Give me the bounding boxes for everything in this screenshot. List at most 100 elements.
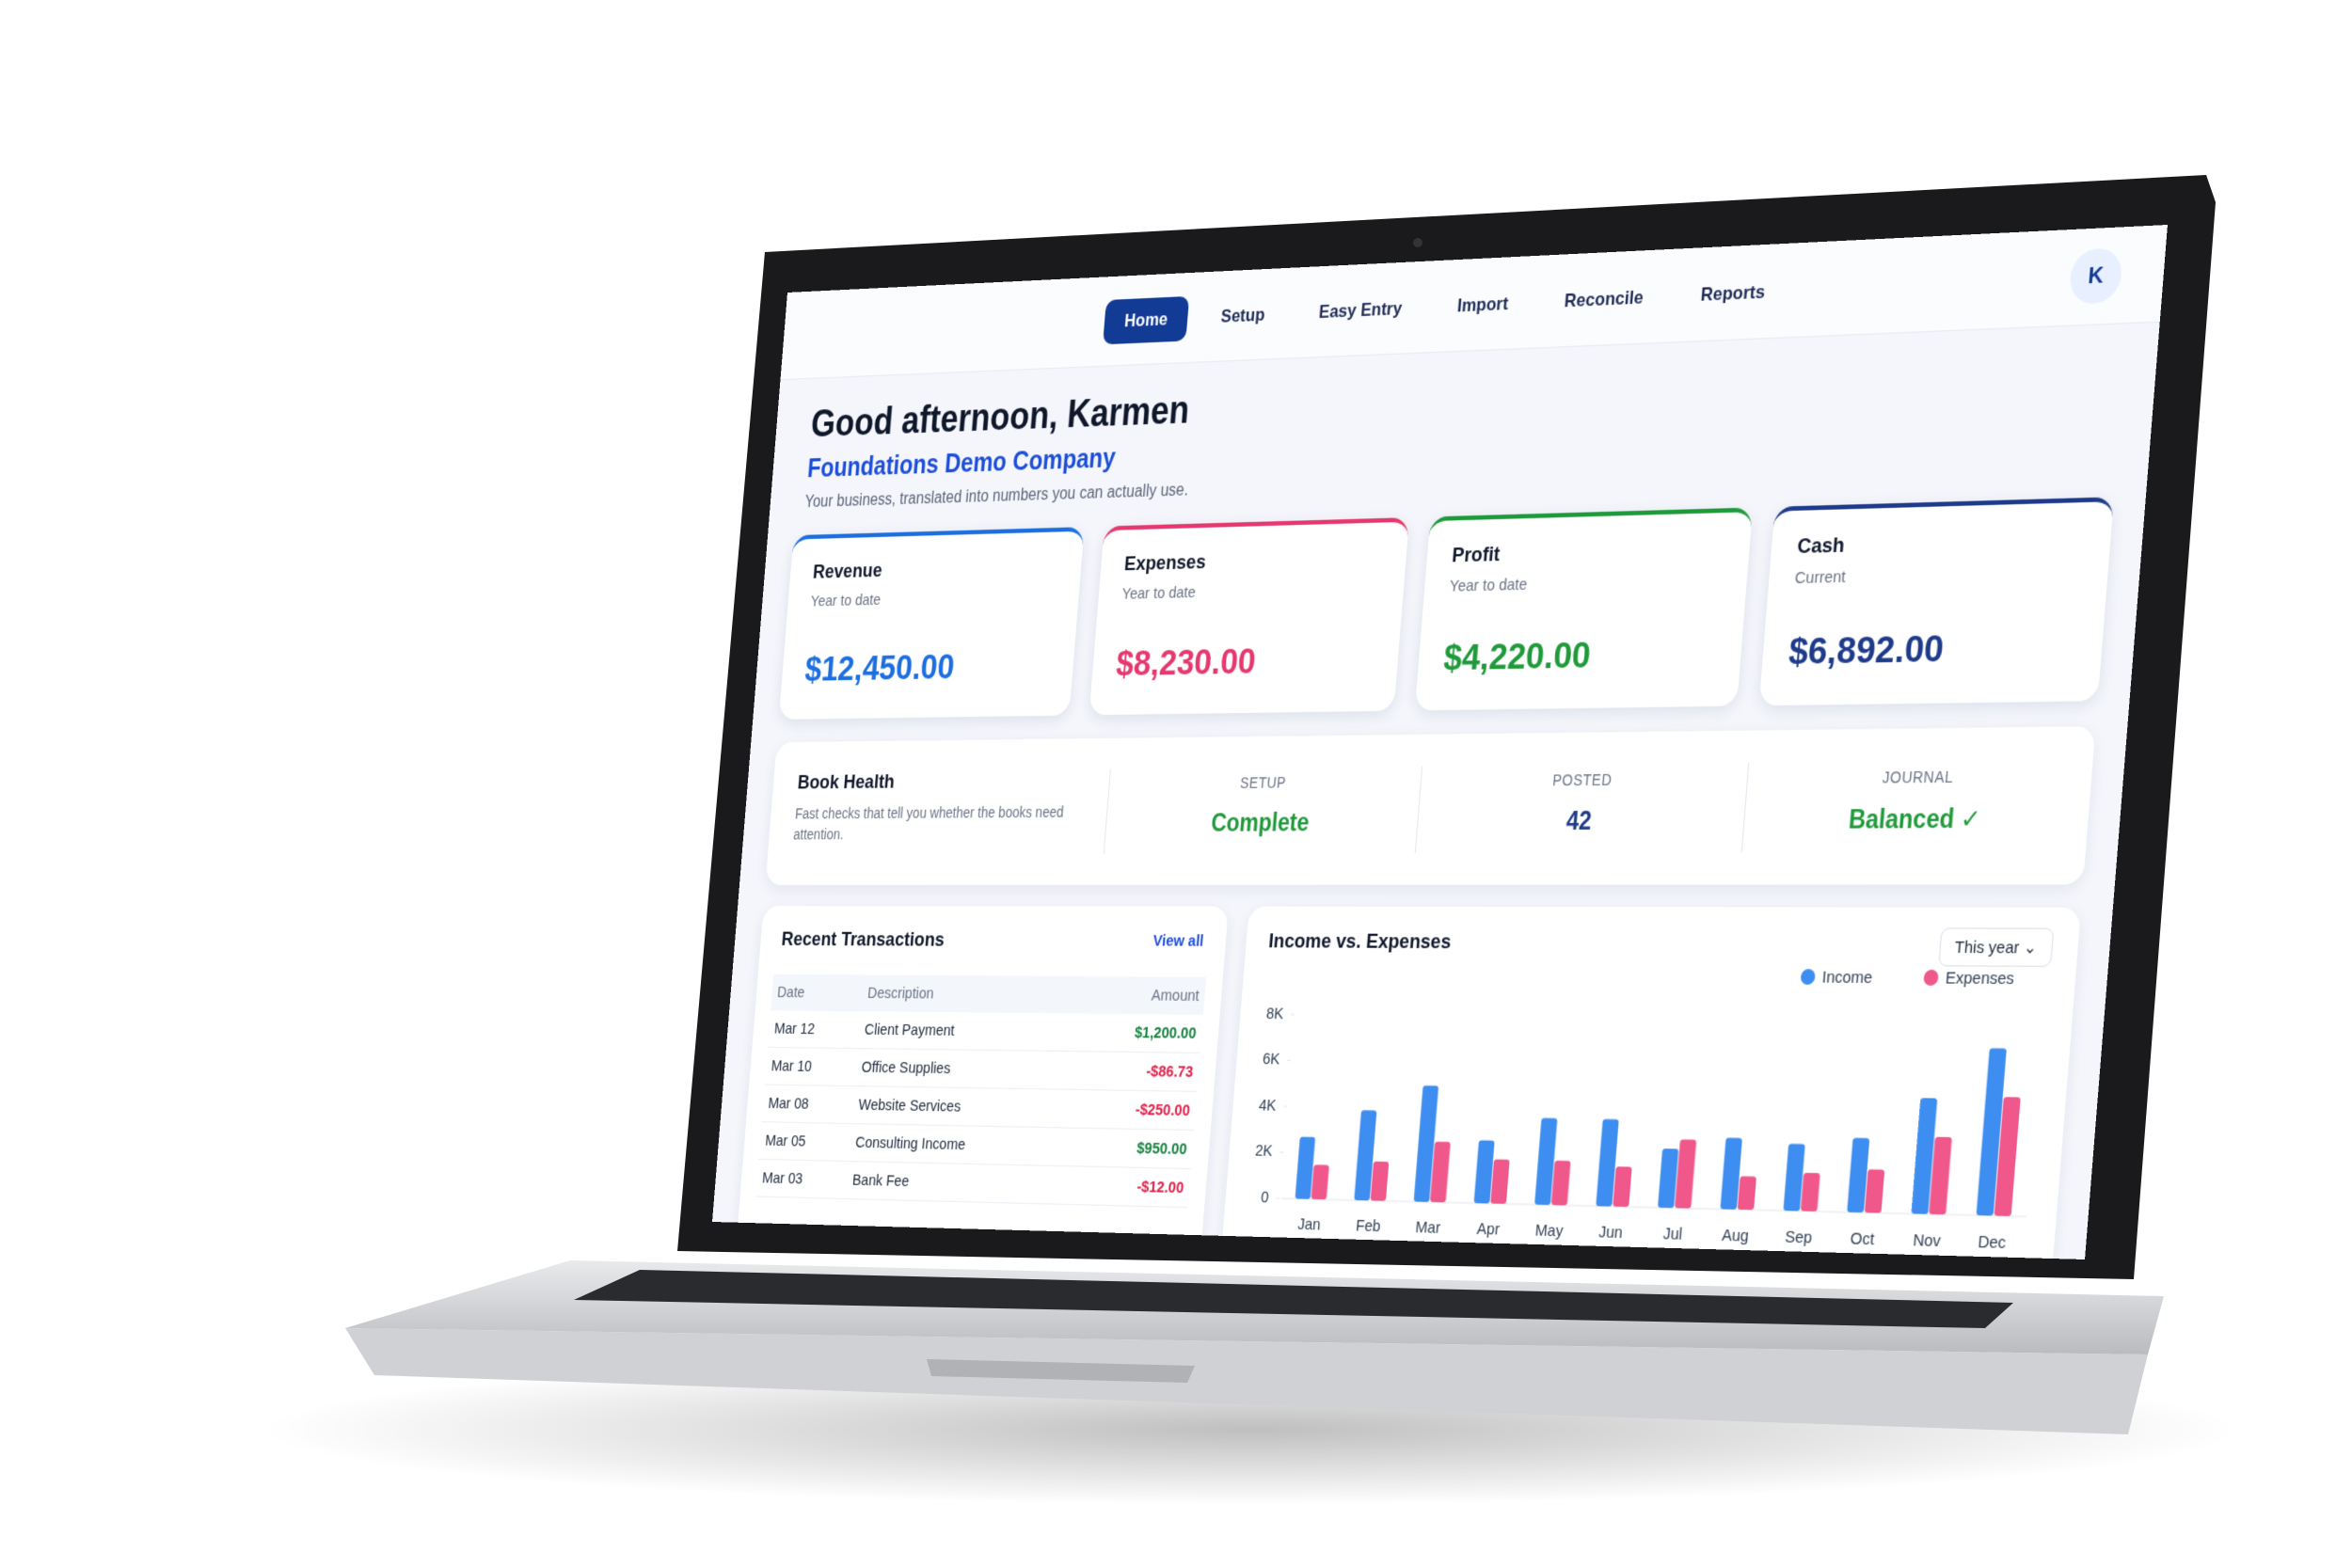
legend-marker — [1800, 969, 1816, 985]
notch — [927, 1359, 1195, 1383]
card-value: $4,220.00 — [1441, 634, 1593, 679]
company: Foundations Demo Company — [806, 443, 1117, 483]
view-all[interactable]: View all — [1152, 931, 1205, 951]
legend-marker — [1923, 969, 1939, 986]
health-intro: Book Health Fast checks that tell you wh… — [767, 768, 1111, 856]
greeting: Good afternoon, Karmen — [809, 387, 1192, 446]
x-tick-label: Jan — [1297, 1216, 1322, 1234]
x-tick-label: Feb — [1355, 1217, 1381, 1235]
cell: Mar 12 — [767, 1010, 862, 1049]
y-tick-label: 6K — [1262, 1052, 1280, 1069]
card-subtitle: Year to date — [1120, 583, 1197, 604]
stat-label: SETUP — [1239, 773, 1287, 792]
nav-item[interactable]: Reports — [1699, 280, 1766, 306]
chart: 0 2K 4K 6K 8K Income Expenses Jan Feb Mar Apr May Ju… — [1254, 969, 2076, 1253]
x-tick-label: Aug — [1721, 1227, 1749, 1245]
stat-label: JOURNAL — [1882, 768, 1955, 787]
x-tick-label: Apr — [1476, 1221, 1501, 1240]
bar — [1864, 1169, 1885, 1213]
nav-item[interactable]: Setup — [1220, 304, 1266, 327]
cell: Client Payment — [857, 1011, 1076, 1052]
keyboard — [574, 1270, 2013, 1328]
card-subtitle: Year to date — [1449, 575, 1529, 596]
transactions-title: Recent Transactions — [780, 928, 946, 952]
base-front — [345, 1328, 2148, 1434]
column-header: Amount — [1075, 975, 1207, 1015]
x-tick-label: Sep — [1784, 1228, 1812, 1247]
cell: -$86.73 — [1069, 1051, 1200, 1092]
card-subtitle: Year to date — [809, 591, 882, 610]
x-tick-label: Mar — [1415, 1219, 1441, 1238]
card-title: Expenses — [1123, 550, 1207, 576]
health-stat: SETUP Complete — [1104, 766, 1422, 855]
cell: Consulting Income — [849, 1123, 1067, 1166]
card-title: Revenue — [812, 560, 883, 584]
legend-label: Income — [1821, 969, 1873, 988]
tagline: Your business, translated into numbers y… — [803, 481, 1189, 512]
card-value: $6,892.00 — [1787, 626, 1946, 673]
nav-item[interactable]: Home — [1103, 295, 1190, 345]
card-value: $8,230.00 — [1114, 641, 1258, 685]
x-tick-label: Nov — [1913, 1232, 1943, 1251]
cell: Mar 05 — [758, 1121, 852, 1162]
summary-card: Expenses Year to date $8,230.00 — [1089, 517, 1410, 716]
cell: $1,200.00 — [1073, 1013, 1203, 1053]
cell: Office Supplies — [854, 1048, 1073, 1090]
summary-card: Cash Current $6,892.00 — [1758, 497, 2115, 706]
cards: Revenue Year to date $12,450.00 Expenses Yea… — [778, 497, 2115, 720]
summary-card: Profit Year to date $4,220.00 — [1414, 507, 1753, 711]
column-header: Date — [771, 974, 865, 1012]
health-title: Book Health — [796, 770, 896, 794]
nav-item[interactable]: Easy Entry — [1318, 297, 1404, 323]
bar — [1737, 1176, 1756, 1211]
stat-label: POSTED — [1551, 770, 1613, 789]
transaction-row: Mar 03 Bank Fee -$12.00 — [755, 1159, 1191, 1208]
stat-value: Complete — [1210, 808, 1311, 837]
period-filter[interactable]: This year ⌄ — [1937, 927, 2055, 968]
x-tick-label: May — [1534, 1222, 1565, 1241]
screen: Home Setup Easy Entry Import Reconcile Report… — [712, 225, 2168, 1259]
book-health: Book Health Fast checks that tell you wh… — [765, 726, 2096, 885]
bar — [1311, 1164, 1329, 1200]
card-value: $12,450.00 — [803, 646, 957, 689]
x-tick-label: Jun — [1597, 1224, 1623, 1243]
legend-label: Expenses — [1945, 970, 2015, 989]
bar — [1550, 1160, 1571, 1206]
summary-card: Revenue Year to date $12,450.00 — [778, 527, 1085, 720]
card-title: Profit — [1451, 543, 1502, 568]
nav-item[interactable]: Import — [1456, 293, 1510, 317]
x-tick-label: Dec — [1978, 1233, 2008, 1252]
stat-value: 42 — [1565, 806, 1593, 835]
x-tick-label: Oct — [1850, 1230, 1875, 1249]
y-tick-label: 4K — [1258, 1097, 1277, 1115]
y-tick-label: 2K — [1254, 1143, 1273, 1161]
transactions-panel: Recent Transactions View all Date Descrip… — [737, 905, 1229, 1251]
cell: -$250.00 — [1066, 1089, 1198, 1131]
transaction-row: Mar 12 Client Payment $1,200.00 — [767, 1010, 1203, 1053]
bar — [1613, 1166, 1632, 1208]
cell: Website Services — [851, 1085, 1070, 1128]
chart-title: Income vs. Expenses — [1267, 929, 1453, 954]
y-tick-label: 8K — [1265, 1006, 1284, 1023]
y-tick-label: 0 — [1260, 1189, 1269, 1207]
x-tick-label: Jul — [1662, 1226, 1683, 1244]
cell: Mar 03 — [755, 1159, 850, 1199]
cell: $950.00 — [1063, 1127, 1195, 1169]
chart-panel: Income vs. Expenses This year ⌄ 0 2K 4K 6K 8… — [1221, 906, 2082, 1259]
table-header: Date Description Amount — [771, 974, 1207, 1015]
health-description: Fast checks that tell you whether the bo… — [792, 803, 1065, 844]
bar — [1800, 1172, 1820, 1212]
nav-item[interactable]: Reconcile — [1564, 286, 1645, 311]
health-stat: POSTED 42 — [1415, 762, 1750, 854]
column-header: Description — [861, 974, 1079, 1014]
cell: Bank Fee — [845, 1161, 1064, 1205]
bar — [1490, 1159, 1510, 1204]
bar — [1370, 1161, 1390, 1201]
cell: Mar 08 — [761, 1085, 855, 1124]
cell: -$12.00 — [1059, 1165, 1191, 1208]
filter-label[interactable]: This year — [1953, 938, 2021, 958]
transactions-table: Date Description Amount Mar 12 Client Paymen… — [755, 974, 1207, 1209]
stat-value: Balanced ✓ — [1847, 803, 1982, 834]
card-title: Cash — [1796, 533, 1846, 559]
